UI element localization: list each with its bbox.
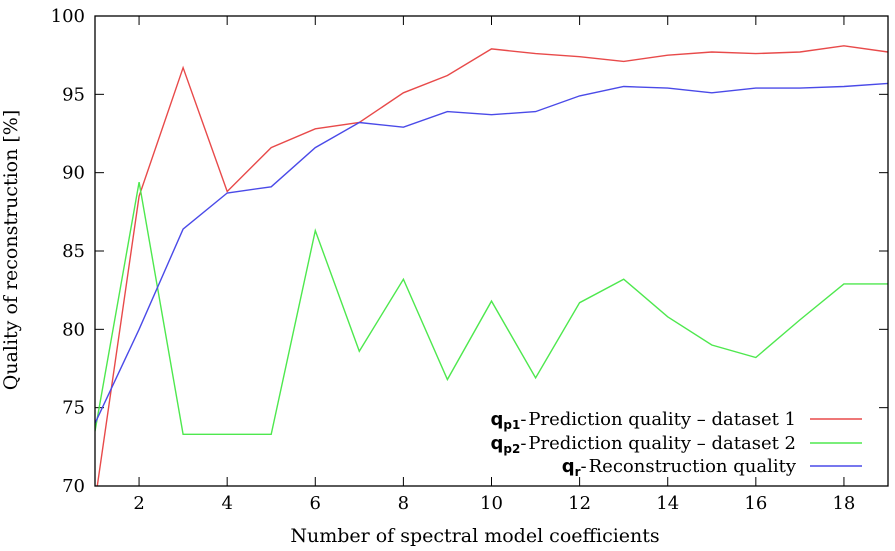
series-line-p2 — [95, 181, 888, 435]
legend-entry-p2: qp2- Prediction quality – dataset 2 — [490, 433, 796, 456]
x-tick-label: 14 — [656, 493, 679, 514]
y-tick-label: 80 — [62, 319, 85, 340]
legend-label: Prediction quality – dataset 2 — [528, 433, 796, 454]
x-tick-label: 10 — [480, 493, 503, 514]
y-tick-label: 85 — [62, 241, 85, 262]
x-tick-label: 18 — [832, 493, 855, 514]
y-tick-label: 90 — [62, 163, 85, 184]
y-tick-label: 100 — [51, 6, 85, 27]
x-tick-label: 4 — [221, 493, 232, 514]
x-tick-label: 16 — [744, 493, 767, 514]
legend-subscript: p1 — [503, 418, 520, 432]
legend-dash: - — [520, 409, 526, 430]
legend-subscript: p2 — [503, 442, 520, 456]
legend-dash: - — [581, 456, 587, 477]
legend-dash: - — [520, 433, 526, 454]
series-line-p1 — [96, 45, 888, 486]
legend-entry-p1: qp1- Prediction quality – dataset 1 — [490, 409, 796, 432]
legend-subscript: r — [575, 465, 581, 479]
series-group — [95, 45, 888, 486]
y-tick-label: 75 — [62, 398, 85, 419]
legend-entry-r: qr- Reconstruction quality — [562, 456, 797, 479]
legend-symbol: q — [562, 456, 575, 477]
legend-label: Reconstruction quality — [589, 456, 797, 477]
legend-label: Prediction quality – dataset 1 — [528, 409, 796, 430]
y-tick-label: 70 — [62, 476, 85, 497]
legend-symbol: q — [490, 409, 503, 430]
y-axis-title: Quality of reconstruction [%] — [0, 110, 22, 391]
x-tick-label: 6 — [310, 493, 321, 514]
plot-frame — [94, 15, 889, 487]
x-tick-label: 2 — [133, 493, 144, 514]
series-line-r — [95, 82, 888, 424]
y-tick-label: 95 — [62, 84, 85, 105]
x-axis-title: Number of spectral model coefficients — [290, 525, 659, 547]
x-tick-label: 12 — [568, 493, 591, 514]
legend-symbol: q — [490, 433, 503, 454]
x-tick-label: 8 — [398, 493, 409, 514]
